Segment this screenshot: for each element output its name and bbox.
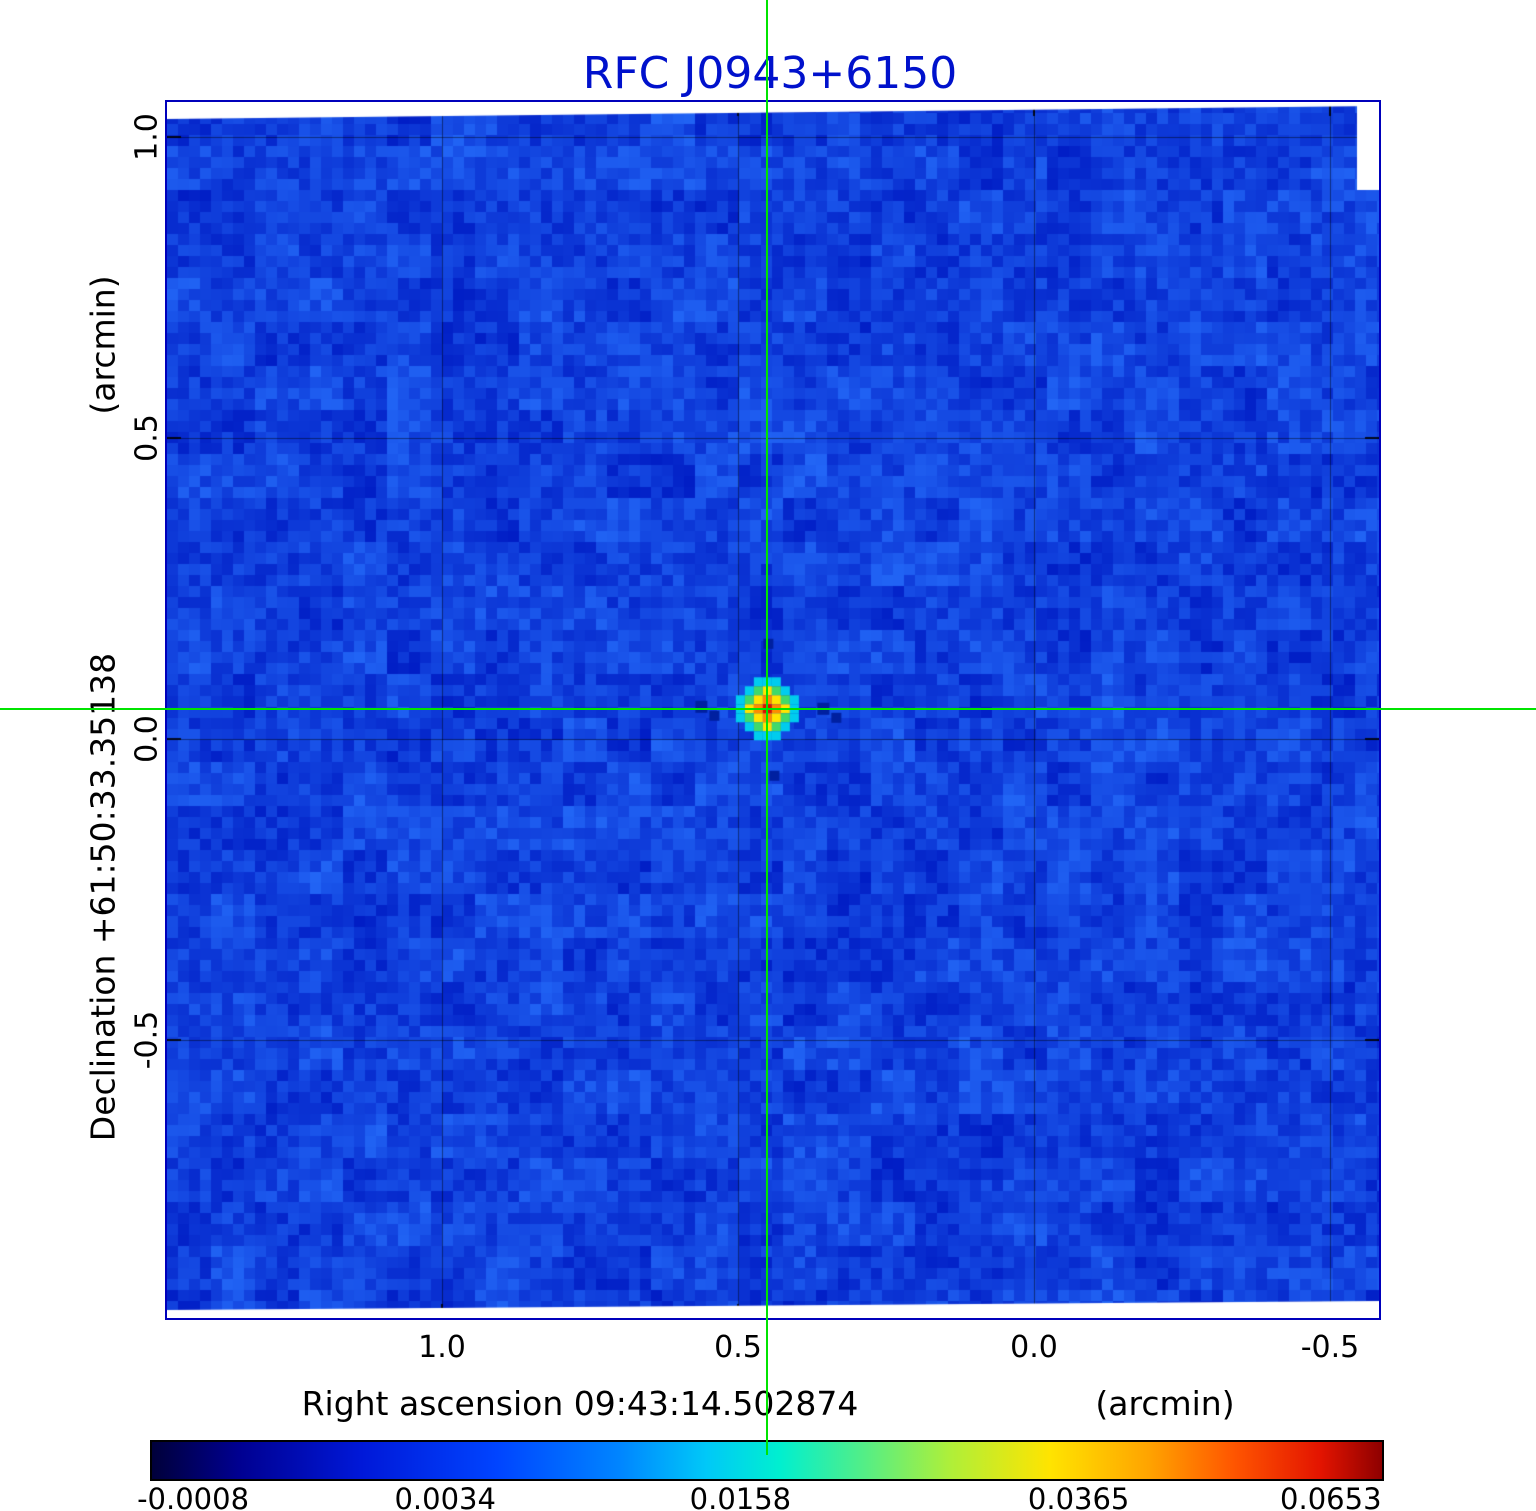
figure-title: RFC J0943+6150 <box>582 48 958 99</box>
y-tick-label: -0.5 <box>129 1010 165 1070</box>
x-tick-label: -0.5 <box>1300 1330 1360 1365</box>
y-axis-unit-label: (arcmin) <box>83 275 123 415</box>
y-axis-label: Declination +61:50:33.35138 <box>83 652 123 1142</box>
x-tick-label: 1.0 <box>418 1330 466 1365</box>
colorbar-tick-label: 0.0034 <box>394 1482 496 1511</box>
y-tick-label: 0.0 <box>129 715 165 763</box>
plot-frame <box>165 100 1381 1320</box>
y-tick-label: 1.0 <box>129 113 165 161</box>
heatmap-canvas <box>167 102 1379 1318</box>
crosshair-vertical <box>766 0 769 1455</box>
x-tick-label: 0.0 <box>1010 1330 1058 1365</box>
x-axis-unit-label: (arcmin) <box>1095 1384 1235 1423</box>
colorbar-tick-label: 0.0365 <box>1027 1482 1130 1511</box>
colorbar-tick-label: -0.0008 <box>137 1482 250 1511</box>
x-axis-label: Right ascension 09:43:14.502874 <box>301 1384 859 1423</box>
x-tick-label: 0.5 <box>714 1330 762 1365</box>
colorbar-tick-label: 0.0653 <box>1280 1482 1382 1511</box>
colorbar-tick-label: 0.0158 <box>689 1482 792 1511</box>
y-tick-label: 0.5 <box>129 414 165 462</box>
